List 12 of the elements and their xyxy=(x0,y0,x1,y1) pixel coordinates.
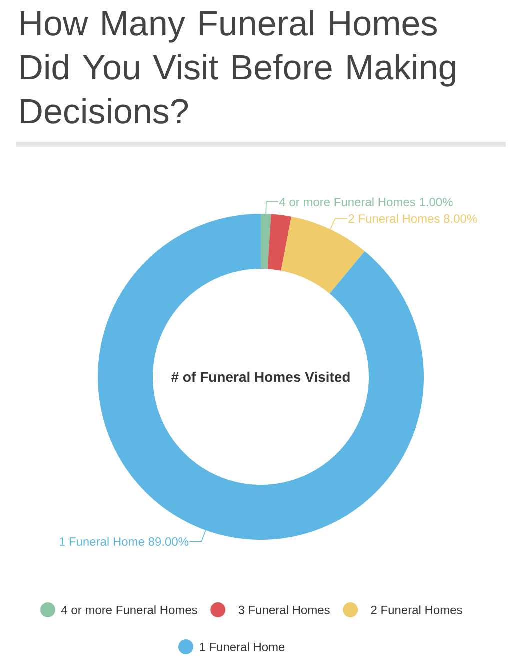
legend-label: 1 Funeral Home xyxy=(200,642,285,652)
text: # of Funeral Homes Visited xyxy=(172,372,350,382)
legend-label: 3 Funeral Homes xyxy=(238,606,330,614)
legend-label: 4 or more Funeral Homes xyxy=(61,606,198,614)
slice-label: 4 or more Funeral Homes xyxy=(279,198,416,206)
legend-label: 2 Funeral Homes xyxy=(371,606,462,614)
slice-label: 2 Funeral Homes xyxy=(348,214,440,224)
data-label: 89.00% xyxy=(148,538,189,546)
chart-title: How Many Funeral Homes Did You Visit Before Making Decisions? xyxy=(21,10,456,124)
data-label: 1.00% xyxy=(420,198,453,206)
data-label: 8.00% xyxy=(444,214,478,224)
slice-label: 1 Funeral Home xyxy=(60,537,144,546)
